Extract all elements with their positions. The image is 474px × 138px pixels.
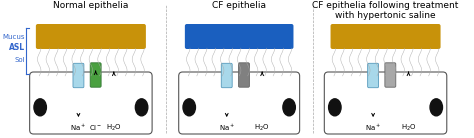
Text: Na$^+$: Na$^+$ bbox=[70, 123, 87, 133]
FancyBboxPatch shape bbox=[324, 72, 447, 134]
Text: Cl$^-$: Cl$^-$ bbox=[89, 123, 102, 132]
FancyBboxPatch shape bbox=[330, 24, 440, 49]
FancyBboxPatch shape bbox=[185, 24, 293, 49]
Ellipse shape bbox=[136, 99, 148, 116]
FancyBboxPatch shape bbox=[221, 63, 232, 88]
FancyBboxPatch shape bbox=[238, 63, 249, 87]
FancyBboxPatch shape bbox=[368, 63, 379, 88]
FancyBboxPatch shape bbox=[179, 72, 300, 134]
Text: Sol: Sol bbox=[14, 57, 25, 63]
FancyBboxPatch shape bbox=[36, 24, 146, 49]
Text: Mucus: Mucus bbox=[2, 34, 25, 40]
FancyBboxPatch shape bbox=[90, 63, 101, 87]
Text: H$_2$O: H$_2$O bbox=[106, 123, 122, 133]
Ellipse shape bbox=[34, 99, 46, 116]
FancyBboxPatch shape bbox=[30, 72, 152, 134]
Text: H$_2$O: H$_2$O bbox=[401, 123, 416, 133]
Text: Na$^+$: Na$^+$ bbox=[365, 123, 381, 133]
Ellipse shape bbox=[283, 99, 295, 116]
Ellipse shape bbox=[183, 99, 195, 116]
Text: H$_2$O: H$_2$O bbox=[254, 123, 270, 133]
Text: Normal epithelia: Normal epithelia bbox=[53, 1, 128, 10]
FancyBboxPatch shape bbox=[385, 63, 396, 87]
Ellipse shape bbox=[328, 99, 341, 116]
Text: CF epithelia following treatment
with hypertonic saline: CF epithelia following treatment with hy… bbox=[312, 1, 459, 20]
Text: Na$^+$: Na$^+$ bbox=[219, 123, 235, 133]
Text: CF epithelia: CF epithelia bbox=[212, 1, 266, 10]
FancyBboxPatch shape bbox=[73, 63, 84, 88]
Ellipse shape bbox=[430, 99, 442, 116]
Text: ASL: ASL bbox=[9, 43, 25, 51]
